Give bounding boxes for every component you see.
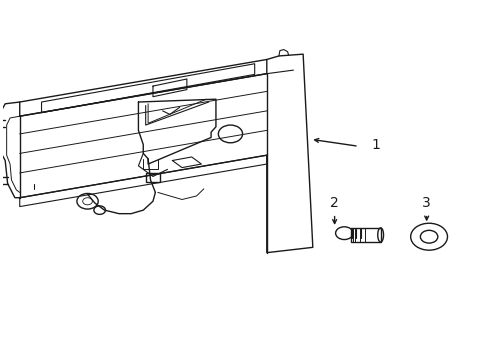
Text: 1: 1 [371,138,380,152]
Text: 2: 2 [330,196,339,210]
Bar [146,173,160,182]
Text: 3: 3 [422,196,431,210]
